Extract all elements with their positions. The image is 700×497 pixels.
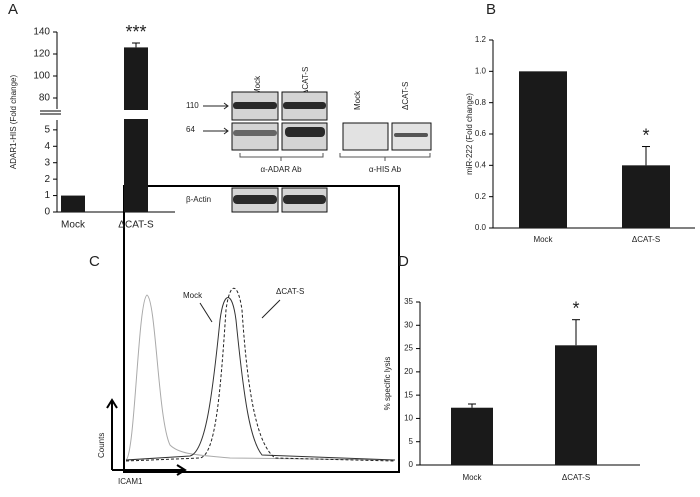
y-tick-label: 1 [44, 190, 50, 201]
panel-letter: D [398, 253, 409, 270]
y-tick-label: 2 [44, 174, 50, 185]
lane-label: ΔCAT-S [401, 82, 410, 110]
y-tick-label: 4 [44, 141, 50, 152]
arrow [261, 299, 281, 319]
loading-label: β-Actin [186, 195, 211, 204]
panel-letter: C [89, 253, 100, 270]
axis-label: ICAM1 [118, 477, 143, 486]
significance: * [642, 125, 649, 145]
curve-label: Mock [183, 291, 203, 300]
y-tick-label: 30 [404, 320, 413, 329]
y-tick-label: 0 [409, 460, 414, 469]
axis-arrow [106, 398, 118, 409]
x-tick-label: Mock [61, 220, 86, 231]
bar-break [123, 110, 149, 119]
y-tick-label: 15 [404, 390, 413, 399]
y-tick-label: 3 [44, 157, 50, 168]
panel-letter: B [486, 1, 496, 18]
x-tick-label: Mock [462, 473, 482, 482]
bar [61, 195, 85, 212]
bracket [239, 153, 324, 161]
y-tick-label: 80 [39, 93, 51, 104]
y-axis-label: ADAR1-HIS (Fold change) [9, 75, 18, 170]
bracket [339, 153, 431, 161]
y-tick-label: 25 [404, 344, 413, 353]
lane-label: Mock [353, 90, 362, 110]
size-label: 64 [186, 125, 195, 134]
mock-curve [125, 297, 396, 461]
y-tick-label: 1.0 [475, 66, 487, 75]
bar [451, 407, 493, 465]
arrow [223, 102, 229, 110]
y-tick-label: 5 [44, 124, 50, 135]
y-tick-label: 0.4 [475, 160, 487, 169]
lane-label: Mock [253, 75, 262, 95]
bar [519, 71, 567, 228]
y-tick-label: 0 [44, 207, 50, 218]
size-label: 110 [186, 101, 199, 110]
bar [555, 345, 597, 465]
catS-curve [125, 287, 396, 462]
antibody-label: α-HIS Ab [369, 165, 402, 174]
bar [124, 47, 148, 213]
arrow [223, 127, 229, 135]
x-tick-label: ΔCAT-S [562, 473, 590, 482]
y-tick-label: 0.6 [475, 129, 487, 138]
panel-letter: A [8, 1, 18, 18]
blot-bands [233, 102, 428, 204]
significance: *** [125, 22, 146, 42]
y-tick-label: 0.0 [475, 223, 487, 232]
y-tick-label: 1.2 [475, 35, 487, 44]
curve-label: ΔCAT-S [276, 287, 304, 296]
y-tick-label: 35 [404, 297, 413, 306]
y-tick-label: 140 [33, 27, 50, 38]
x-tick-label: Mock [533, 235, 553, 244]
isotype-curve [125, 294, 396, 461]
y-tick-label: 10 [404, 414, 413, 423]
flow-panel: C Mock ΔCAT-S Counts ICAM1 [89, 185, 400, 486]
plot-frame [123, 185, 400, 473]
x-tick-label: ΔCAT-S [632, 235, 660, 244]
axis-arrow [176, 464, 187, 476]
y-tick-label: 0.2 [475, 192, 487, 201]
y-tick-label: 120 [33, 49, 50, 60]
axis-label: Counts [97, 433, 106, 458]
y-tick-label: 20 [404, 367, 413, 376]
y-axis-label: miR-222 (Fold change) [465, 93, 474, 175]
bar [622, 165, 670, 228]
lane-label: ΔCAT-S [301, 67, 310, 95]
arrow [199, 302, 213, 323]
y-tick-label: 0.8 [475, 98, 487, 107]
significance: * [572, 298, 579, 318]
x-tick-label: ΔCAT-S [118, 220, 154, 231]
y-tick-label: 5 [409, 437, 414, 446]
antibody-label: α-ADAR Ab [260, 165, 302, 174]
y-axis-label: % specific lysis [383, 357, 392, 411]
western-blot: Mock ΔCAT-S Mock ΔCAT-S 110 64 α-ADAR Ab… [186, 67, 432, 213]
y-tick-label: 100 [33, 71, 50, 82]
